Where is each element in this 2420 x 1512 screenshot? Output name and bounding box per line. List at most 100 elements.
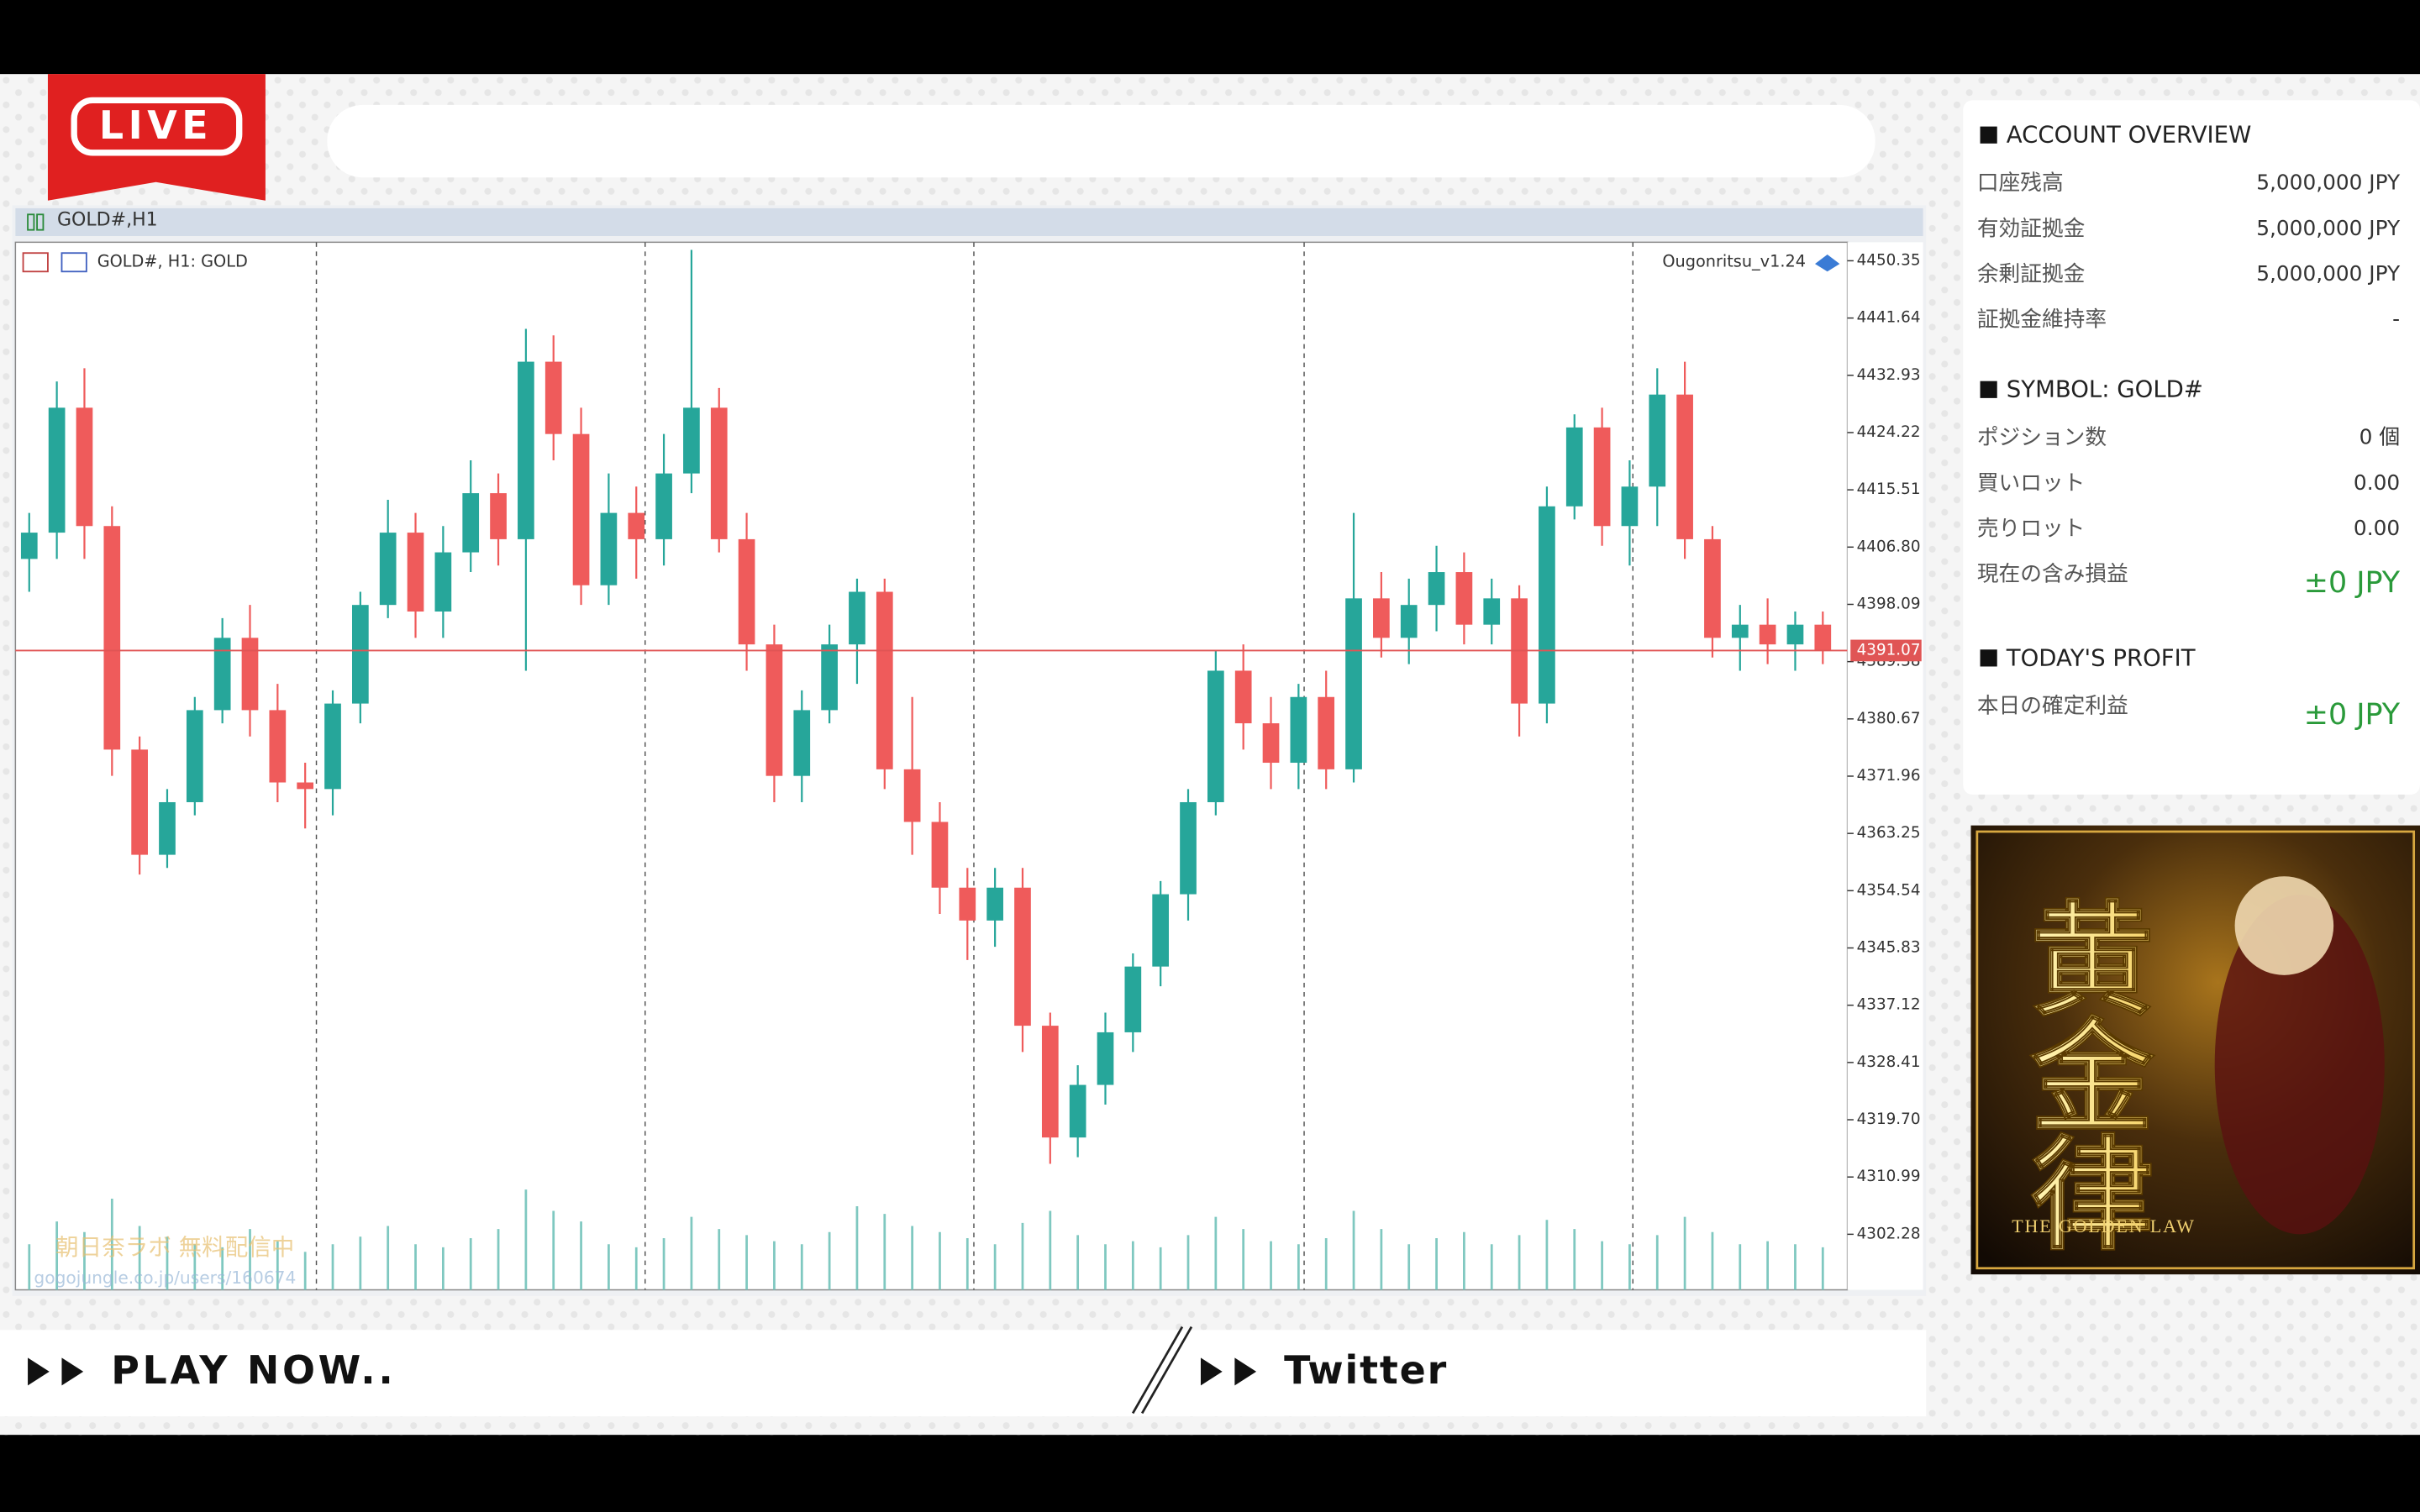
- candle-body: [628, 512, 645, 539]
- candle-body: [1318, 696, 1335, 769]
- row-value: 0.00: [2354, 516, 2400, 540]
- top-bar: [327, 104, 1876, 178]
- play-text[interactable]: PLAY NOW..: [111, 1347, 396, 1393]
- candle-body: [600, 512, 618, 585]
- footer: PLAY NOW.. Twitter: [0, 1326, 1927, 1417]
- candle-body: [518, 361, 534, 539]
- y-tick-label: 4424.22: [1857, 423, 1921, 441]
- account-panel: [1963, 100, 2420, 795]
- candle-body: [765, 644, 783, 776]
- y-tick-label: 4337.12: [1857, 996, 1921, 1014]
- indicator-label: Ougonritsu_v1.24: [1662, 252, 1806, 271]
- candle-body: [1124, 966, 1142, 1032]
- candle-body: [655, 473, 672, 539]
- row-label: 本日の確定利益: [1977, 694, 2128, 719]
- live-ribbon: [47, 74, 266, 201]
- y-tick-label: 4345.83: [1857, 939, 1921, 957]
- watermark: gogojungle.co.jp/users/160674: [34, 1268, 296, 1288]
- candle-body: [241, 638, 259, 711]
- candle-body: [1069, 1084, 1086, 1138]
- candle-body: [1097, 1032, 1114, 1085]
- candle-body: [1759, 624, 1776, 645]
- candle-body: [1539, 506, 1555, 704]
- row-value: 0 個: [2360, 425, 2400, 449]
- twitter-icon: [1200, 1357, 1257, 1386]
- candle-body: [1262, 723, 1280, 764]
- row-value: 0.00: [2354, 470, 2400, 495]
- row-value: ±0 JPY: [2304, 698, 2401, 732]
- live-border: [71, 97, 243, 156]
- live-text: LIVE: [99, 102, 213, 148]
- y-tick-label: 4450.35: [1857, 251, 1921, 269]
- candle-body: [1014, 887, 1031, 1026]
- watermark: 朝日奈ラボ 無料配信中: [55, 1234, 294, 1261]
- row-label: 現在の含み損益: [1977, 562, 2128, 587]
- banner-subtitle: THE GOLDEN LAW: [2012, 1215, 2196, 1236]
- chart-icon: [22, 252, 49, 273]
- candle-body: [738, 538, 755, 645]
- candle-body: [1400, 605, 1418, 638]
- window-titlebar: [15, 207, 1923, 237]
- y-tick-label: 4354.54: [1857, 881, 1921, 899]
- window-icon: [36, 213, 45, 231]
- banner: 黄金律 THE GOLDEN LAW: [1970, 825, 2420, 1275]
- candle-body: [186, 710, 203, 802]
- y-tick-label: 4441.64: [1857, 309, 1921, 327]
- candle-body: [1345, 598, 1362, 769]
- candle-body: [76, 407, 93, 527]
- candle-body: [1704, 538, 1721, 638]
- candle-body: [903, 769, 921, 822]
- row-label: 売りロット: [1977, 517, 2086, 542]
- candle-body: [1676, 394, 1693, 539]
- banner-title: 黄金律: [2010, 895, 2155, 1250]
- divider: [1131, 1326, 1184, 1415]
- row-value: 5,000,000 JPY: [2256, 261, 2401, 286]
- row-value: -: [2392, 307, 2400, 331]
- y-tick-label: 4319.70: [1857, 1110, 1921, 1128]
- candle-body: [1207, 670, 1224, 802]
- candle-body: [103, 526, 121, 750]
- candle-body: [959, 887, 976, 921]
- y-tick-label: 4363.25: [1857, 824, 1921, 842]
- candle-body: [1731, 624, 1749, 638]
- candle-body: [213, 638, 231, 711]
- y-tick-label: 4406.80: [1857, 538, 1921, 555]
- section-title: ACCOUNT OVERVIEW: [2007, 122, 2252, 149]
- row-label: 証拠金維持率: [1977, 307, 2107, 333]
- row-label: 余剰証拠金: [1977, 261, 2086, 286]
- candle-body: [1593, 427, 1611, 527]
- section-title: TODAY'S PROFIT: [2006, 644, 2196, 671]
- y-tick-label: 4432.93: [1857, 366, 1921, 384]
- candle-body: [1152, 894, 1170, 967]
- candle-body: [876, 591, 893, 769]
- row-label: ポジション数: [1977, 425, 2107, 450]
- candle-body: [434, 552, 452, 612]
- y-tick-label: 4371.96: [1857, 767, 1921, 785]
- indicator-icon: [1815, 255, 1840, 272]
- section-marker: [1980, 381, 1997, 398]
- y-tick-label: 4328.41: [1857, 1053, 1921, 1071]
- candle-body: [379, 533, 397, 606]
- play-icon: [28, 1357, 84, 1386]
- candle-body: [544, 361, 562, 434]
- candle-body: [1373, 598, 1390, 638]
- account-panel-content: ACCOUNT OVERVIEW 口座残高 5,000,000 JPY 有効証拠金 5,…: [1977, 122, 2401, 732]
- candle-body: [407, 533, 424, 612]
- twitter-link[interactable]: Twitter: [1284, 1347, 1448, 1393]
- candle-body: [710, 407, 728, 539]
- candle-body: [462, 493, 480, 553]
- candle-body: [793, 710, 811, 776]
- y-tick-label: 4380.67: [1857, 710, 1921, 727]
- live-badge: LIVE: [47, 74, 266, 201]
- plot-area: [14, 241, 1849, 1291]
- price-axis: [1847, 242, 1923, 1290]
- candle-body: [821, 644, 838, 711]
- symbol-label: GOLD#, H1: GOLD: [97, 252, 248, 271]
- candle-body: [683, 407, 700, 474]
- section-marker: [1980, 649, 1997, 667]
- candle-body: [20, 533, 38, 559]
- footer-bar: [0, 1330, 1927, 1417]
- candle-body: [1180, 801, 1197, 895]
